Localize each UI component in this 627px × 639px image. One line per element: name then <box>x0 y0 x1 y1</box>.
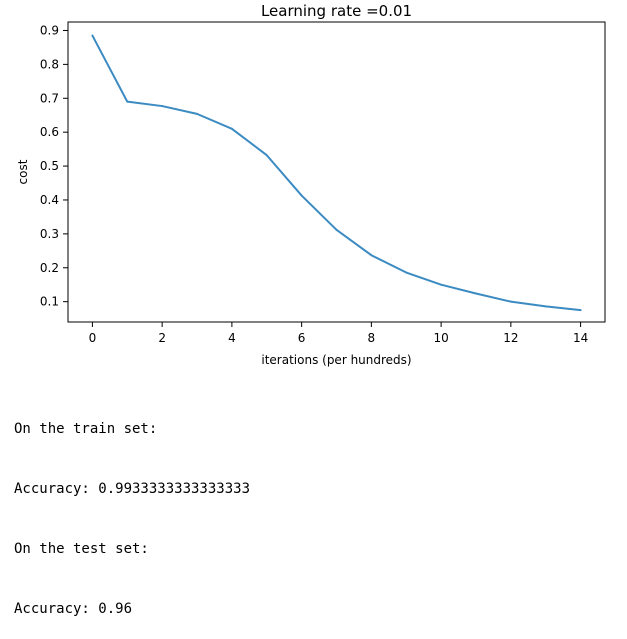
cost-point <box>440 283 443 286</box>
cost-points <box>91 34 582 312</box>
cost-point <box>544 305 547 308</box>
cost-line <box>91 35 581 312</box>
y-axis: 0.1 0.2 0.3 0.4 0.5 0.6 0.7 0.8 0.9 <box>40 23 68 309</box>
test-set-heading: On the test set: <box>14 541 149 557</box>
cost-point <box>370 254 373 257</box>
x-tick-label: 14 <box>573 331 588 345</box>
chart-title: Learning rate =0.01 <box>261 2 412 20</box>
x-tick-label: 2 <box>158 331 166 345</box>
cost-point <box>509 300 512 303</box>
cost-point <box>405 271 408 274</box>
y-tick-label: 0.1 <box>40 295 59 309</box>
x-axis: 0 2 4 6 8 10 12 14 <box>89 322 588 345</box>
y-tick-label: 0.3 <box>40 227 59 241</box>
y-tick-label: 0.8 <box>40 57 59 71</box>
y-tick-label: 0.6 <box>40 125 59 139</box>
x-tick-label: 4 <box>228 331 236 345</box>
cost-point <box>196 112 199 115</box>
cost-point <box>474 292 477 295</box>
cost-point <box>91 34 94 37</box>
cost-point <box>335 228 338 231</box>
x-tick-label: 10 <box>433 331 448 345</box>
x-tick-label: 12 <box>503 331 518 345</box>
notebook-output: On the train set: Accuracy: 0.9933333333… <box>14 379 250 639</box>
cost-point <box>300 194 303 197</box>
cost-point <box>161 105 164 108</box>
y-tick-label: 0.7 <box>40 91 59 105</box>
train-accuracy: Accuracy: 0.9933333333333333 <box>14 481 251 497</box>
x-tick-label: 6 <box>298 331 306 345</box>
plot-area <box>67 21 606 323</box>
cost-point <box>265 154 268 157</box>
test-accuracy: Accuracy: 0.96 <box>14 601 133 617</box>
y-tick-label: 0.9 <box>40 23 59 37</box>
cost-point <box>579 309 582 312</box>
y-axis-label: cost <box>16 159 30 184</box>
x-tick-label: 0 <box>89 331 97 345</box>
x-tick-label: 8 <box>368 331 376 345</box>
train-set-heading: On the train set: <box>14 421 158 437</box>
cost-point <box>126 100 129 103</box>
y-tick-label: 0.2 <box>40 261 59 275</box>
cost-chart: Learning rate =0.01 0 2 4 6 8 10 12 14 0.10.20.… <box>16 2 606 367</box>
y-tick-label: 0.5 <box>40 159 59 173</box>
x-axis-label: iterations (per hundreds) <box>261 353 411 367</box>
cost-point <box>230 127 233 130</box>
y-tick-label: 0.4 <box>40 193 59 207</box>
